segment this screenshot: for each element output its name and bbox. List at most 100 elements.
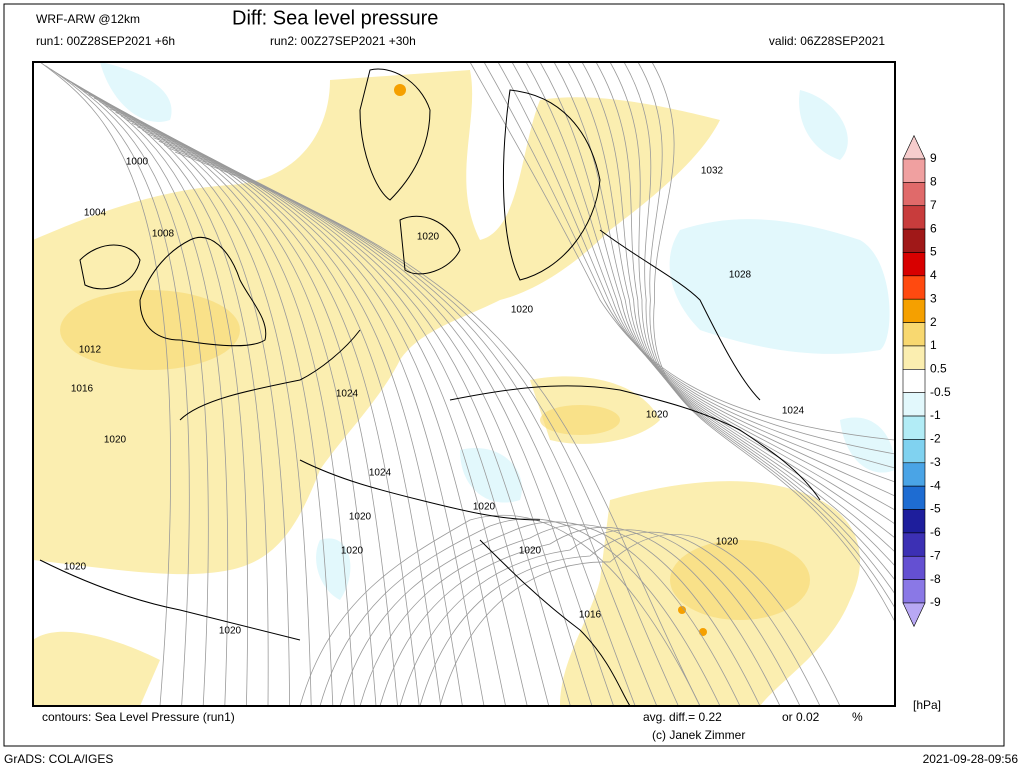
isobar	[483, 62, 895, 455]
isobar	[539, 62, 895, 511]
contour-lines	[39, 62, 895, 706]
contour-label: 1020	[473, 502, 496, 513]
isobar	[581, 62, 895, 553]
colorbar-box	[902, 392, 926, 417]
isobar	[651, 62, 895, 623]
software-label: GrADS: COLA/IGES	[4, 752, 113, 766]
contour-label: 1020	[64, 562, 87, 573]
isobar	[299, 514, 701, 706]
colorbar-box	[902, 509, 926, 534]
isobar	[419, 531, 821, 706]
isobar	[379, 527, 781, 706]
run2-label: run2: 00Z27SEP2021 +30h	[270, 34, 416, 48]
contour-label: 1020	[341, 546, 364, 557]
colorbar-label: 5	[930, 245, 937, 259]
contour-label: 1020	[349, 512, 372, 523]
isobar	[511, 62, 895, 483]
contour-label: 1020	[104, 435, 127, 446]
contour-label: 1020	[519, 546, 542, 557]
isobar	[319, 518, 721, 706]
contour-label: 1000	[126, 157, 149, 168]
isobar	[497, 62, 895, 469]
contours-note: contours: Sea Level Pressure (run1)	[42, 710, 235, 724]
isobar	[439, 533, 841, 706]
contour-label: 1020	[511, 305, 534, 316]
colorbar-label: 2	[930, 315, 937, 329]
colorbar-box	[902, 532, 926, 557]
colorbar-label: -7	[930, 548, 941, 562]
colorbar-box	[902, 579, 926, 604]
colorbar-arrow-bottom	[902, 602, 926, 628]
isobar	[567, 62, 895, 539]
colorbar-box	[902, 345, 926, 370]
colorbar-label: 1	[930, 338, 937, 352]
colorbar-box	[902, 228, 926, 253]
isobar	[637, 62, 895, 609]
negative-diff-areas	[100, 62, 895, 600]
colorbar-label: -4	[930, 478, 941, 492]
isobar	[55, 72, 229, 706]
contour-label: 1024	[782, 406, 805, 417]
colorbar-box	[902, 252, 926, 277]
isobar	[623, 62, 895, 595]
colorbar-box	[902, 462, 926, 487]
map: 1000 1004 1008 1020 1032 1028 1020 1012 1016 1024…	[33, 62, 895, 706]
isobar	[359, 524, 761, 706]
isobar	[174, 151, 701, 706]
colorbar-label: -3	[930, 455, 941, 469]
isobar	[525, 62, 895, 497]
contour-label: 1020	[716, 537, 739, 548]
colorbar-label: -2	[930, 432, 941, 446]
colorbar-box	[902, 439, 926, 464]
colorbar-label: 4	[930, 268, 937, 282]
contour-label: 1008	[152, 229, 175, 240]
colorbar-box	[902, 298, 926, 323]
isobar	[45, 65, 190, 706]
colorbar-label: 8	[930, 175, 937, 189]
unit-label: [hPa]	[913, 698, 941, 712]
contour-label: 1016	[71, 384, 94, 395]
isobar	[339, 521, 741, 706]
avg-diff-pct: or 0.02	[782, 710, 820, 724]
colorbar-box	[902, 158, 926, 183]
colorbar-box	[902, 205, 926, 230]
contour-label: 1012	[79, 345, 102, 356]
avg-diff: avg. diff.= 0.22	[643, 710, 722, 724]
colorbar-label: -8	[930, 572, 941, 586]
model-label: WRF-ARW @12km	[36, 12, 140, 26]
colorbar-box	[902, 369, 926, 393]
colorbar-label: 9	[930, 151, 937, 165]
valid-label: valid: 06Z28SEP2021	[769, 34, 885, 48]
colorbar-box	[902, 415, 926, 440]
colorbar-label: -5	[930, 502, 941, 516]
colorbar-label: 7	[930, 198, 937, 212]
colorbar-box	[902, 555, 926, 580]
contour-label: 1016	[579, 610, 602, 621]
contour-label: 1020	[219, 626, 242, 637]
colorbar-box	[902, 182, 926, 207]
run1-label: run1: 00Z28SEP2021 +6h	[36, 34, 175, 48]
isobar	[609, 62, 895, 581]
title: Diff: Sea level pressure	[232, 7, 438, 29]
colorbar-label: 6	[930, 221, 937, 235]
colorbar-label: -9	[930, 595, 941, 609]
isobar	[399, 529, 801, 706]
contour-labels: 1000 1004 1008 1020 1032 1028 1020 1012 1016 1024…	[64, 157, 805, 637]
map-frame	[32, 61, 896, 707]
colorbar-box	[902, 275, 926, 300]
contour-label: 1024	[369, 468, 392, 479]
timestamp: 2021-09-28-09:56	[923, 752, 1019, 766]
isobar	[469, 62, 895, 441]
positive-diff-areas	[33, 70, 860, 706]
colorbar-label: -0.5	[930, 385, 951, 399]
contour-label: 1004	[84, 208, 107, 219]
credit: (c) Janek Zimmer	[652, 728, 745, 742]
pct-sign: %	[852, 710, 863, 724]
isobar	[595, 62, 895, 567]
colorbar-box	[902, 485, 926, 510]
contour-label: 1020	[417, 232, 440, 243]
isobar	[39, 62, 172, 706]
colorbar-label: 3	[930, 291, 937, 305]
contour-label: 1028	[729, 270, 752, 281]
